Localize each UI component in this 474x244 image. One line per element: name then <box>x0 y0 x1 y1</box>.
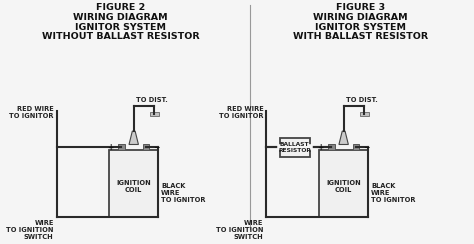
Text: FIGURE 3: FIGURE 3 <box>336 3 385 12</box>
Bar <box>328 144 335 150</box>
Text: IGNITION
COIL: IGNITION COIL <box>116 181 151 193</box>
Text: +: + <box>108 143 114 152</box>
Bar <box>319 150 368 217</box>
Polygon shape <box>129 131 138 144</box>
Bar <box>143 144 149 150</box>
Text: +: + <box>318 143 324 152</box>
Text: −: − <box>364 143 370 152</box>
Bar <box>109 150 158 217</box>
Text: TO DIST.: TO DIST. <box>136 97 167 102</box>
Text: IGNITOR SYSTEM: IGNITOR SYSTEM <box>75 23 166 32</box>
Bar <box>118 144 125 150</box>
Text: WIRING DIAGRAM: WIRING DIAGRAM <box>313 13 408 22</box>
Text: WIRE
TO IGNITION
SWITCH: WIRE TO IGNITION SWITCH <box>6 220 54 240</box>
Text: IGNITION
COIL: IGNITION COIL <box>326 181 361 193</box>
Text: RED WIRE
TO IGNITOR: RED WIRE TO IGNITOR <box>219 106 264 119</box>
Bar <box>150 112 159 116</box>
Text: WIRE
TO IGNITION
SWITCH: WIRE TO IGNITION SWITCH <box>216 220 264 240</box>
Text: FIGURE 2: FIGURE 2 <box>96 3 145 12</box>
Text: WITH BALLAST RESISTOR: WITH BALLAST RESISTOR <box>293 32 428 41</box>
Text: BLACK
WIRE
TO IGNITOR: BLACK WIRE TO IGNITOR <box>371 183 415 203</box>
Text: BLACK
WIRE
TO IGNITOR: BLACK WIRE TO IGNITOR <box>161 183 206 203</box>
Text: RED WIRE
TO IGNITOR: RED WIRE TO IGNITOR <box>9 106 54 119</box>
Bar <box>360 112 369 116</box>
Text: TO DIST.: TO DIST. <box>346 97 377 102</box>
Polygon shape <box>339 131 348 144</box>
Bar <box>280 138 310 157</box>
Text: IGNITOR SYSTEM: IGNITOR SYSTEM <box>315 23 406 32</box>
Text: WIRING DIAGRAM: WIRING DIAGRAM <box>73 13 168 22</box>
Text: BALLAST
RESISTOR: BALLAST RESISTOR <box>278 142 311 153</box>
Bar <box>353 144 359 150</box>
Text: −: − <box>154 143 160 152</box>
Text: WITHOUT BALLAST RESISTOR: WITHOUT BALLAST RESISTOR <box>42 32 200 41</box>
